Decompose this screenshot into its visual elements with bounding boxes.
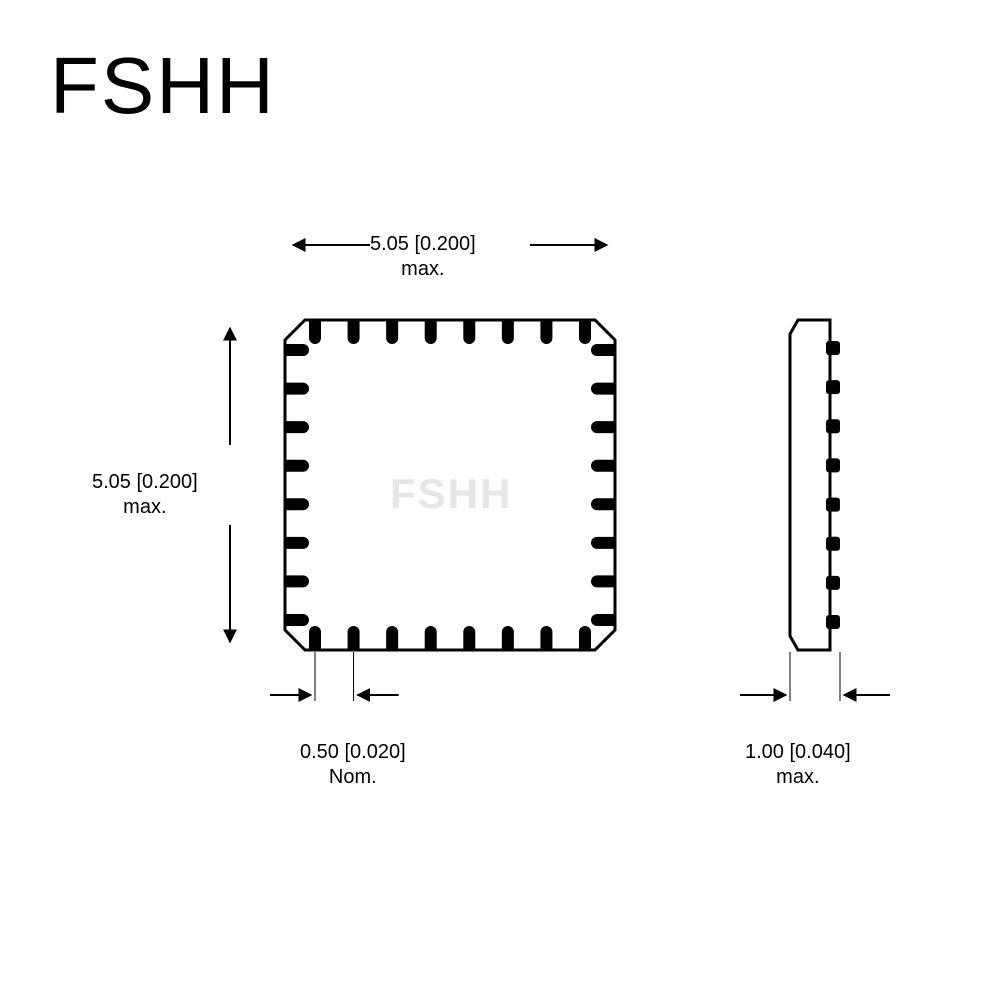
watermark: FSHH [390, 470, 512, 518]
diagram-svg [0, 200, 1000, 900]
brand-logo: FSHH [50, 40, 276, 132]
dim-pitch-label: 0.50 [0.020] Nom. [300, 740, 406, 790]
dim-thick-label: 1.00 [0.040] max. [745, 740, 851, 790]
dim-width-label: 5.05 [0.200] max. [370, 232, 476, 282]
package-diagram: 5.05 [0.200] max. 5.05 [0.200] max. 0.50… [0, 200, 1000, 900]
dim-height-label: 5.05 [0.200] max. [92, 470, 198, 520]
